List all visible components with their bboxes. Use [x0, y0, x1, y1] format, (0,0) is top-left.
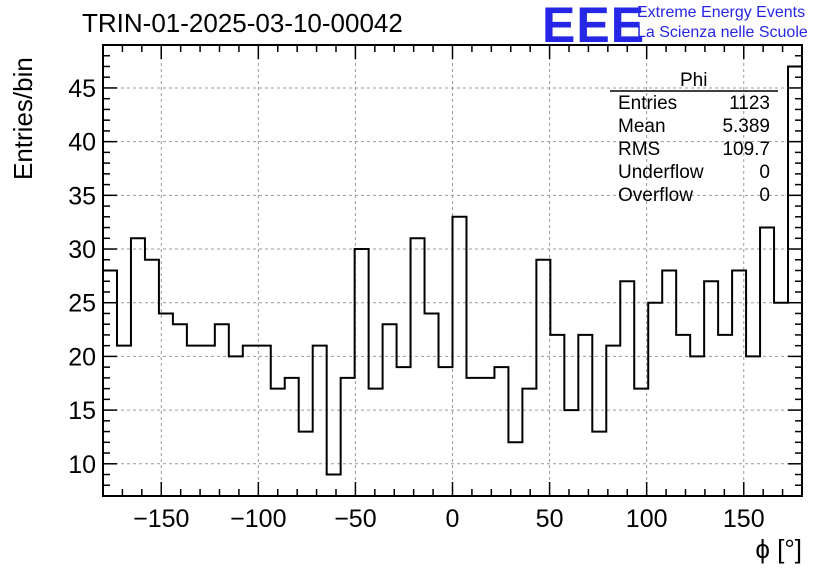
histogram-outline	[103, 65, 802, 476]
chart-title: TRIN-01-2025-03-10-00042	[82, 8, 403, 38]
y-axis-label: Entries/bin	[8, 57, 38, 180]
stats-label: Overflow	[618, 185, 693, 206]
stats-value: 0	[759, 162, 770, 183]
y-tick-label: 15	[68, 397, 96, 425]
eee-logo: EEE	[542, 0, 646, 53]
x-tick-label: 100	[626, 505, 668, 533]
y-tick-label: 45	[68, 75, 96, 103]
y-tick-label: 10	[68, 451, 96, 479]
axis-tick-labels: −150 −100 −50 0 50 100 150 10 15 20 25 30 35 40 45	[68, 75, 764, 533]
x-axis-label: ϕ [°]	[755, 534, 802, 564]
x-tick-label: 0	[446, 505, 460, 533]
stats-row-mean: Mean 5.389	[618, 116, 770, 138]
stats-label: Underflow	[618, 162, 704, 183]
stats-value: 5.389	[722, 116, 770, 137]
stats-row-entries: Entries 1123	[618, 93, 770, 115]
x-tick-label: −50	[334, 505, 376, 533]
y-tick-label: 25	[68, 290, 96, 318]
x-tick-label: −150	[133, 505, 189, 533]
stats-value: 1123	[729, 93, 770, 114]
stats-value: 0	[759, 185, 770, 206]
histogram-bars	[103, 65, 802, 476]
stats-title: Phi	[680, 70, 708, 91]
stats-row-overflow: Overflow 0	[618, 185, 770, 207]
y-tick-label: 35	[68, 182, 96, 210]
logo-line-1: Extreme Energy Events	[637, 4, 806, 21]
stats-label: Entries	[618, 93, 678, 114]
y-tick-label: 30	[68, 236, 96, 264]
logo-line-2: La Scienza nelle Scuole	[637, 24, 808, 41]
x-tick-label: −100	[230, 505, 286, 533]
stats-label: RMS	[618, 139, 661, 160]
x-tick-label: 50	[536, 505, 564, 533]
stats-row-underflow: Underflow 0	[618, 162, 770, 184]
axis-ticks	[102, 45, 803, 496]
stats-label: Mean	[618, 116, 666, 137]
stats-value: 109.7	[722, 139, 770, 160]
y-tick-label: 20	[68, 343, 96, 371]
x-tick-label: 150	[723, 505, 765, 533]
stats-row-rms: RMS 109.7	[618, 139, 770, 161]
y-tick-label: 40	[68, 129, 96, 157]
